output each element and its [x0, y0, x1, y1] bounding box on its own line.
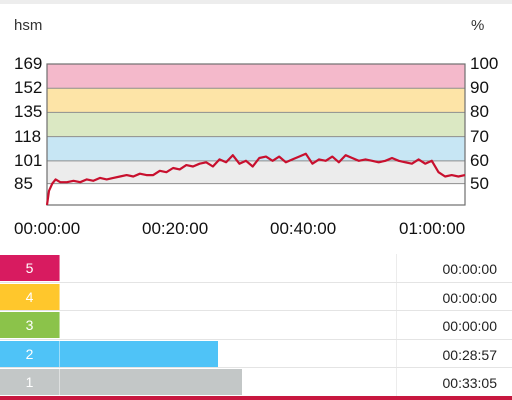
- zone-row-divider: [396, 254, 397, 282]
- zone-band-3: [47, 112, 465, 137]
- x-tick: 01:00:00: [399, 219, 466, 238]
- y-tick-right: 50: [470, 173, 489, 193]
- y-tick-left: 118: [14, 126, 42, 146]
- bottom-accent-bar: [0, 396, 512, 400]
- y-tick-left: 152: [14, 78, 43, 98]
- y-tick-left: 169: [14, 54, 43, 73]
- x-tick: 00:00:00: [14, 219, 81, 238]
- right-axis-unit: %: [471, 17, 485, 34]
- y-tick-left: 85: [14, 173, 33, 193]
- y-tick-left: 135: [14, 102, 43, 122]
- zone-band-1: [47, 160, 465, 184]
- left-axis-unit: hsm: [14, 17, 43, 34]
- row-separator: [0, 310, 512, 312]
- zone-row-5: 5 00:00:00: [0, 254, 512, 283]
- y-tick-right: 70: [470, 126, 489, 146]
- zone-row-divider: [396, 282, 397, 311]
- zone-time-label: 00:00:00: [442, 318, 498, 335]
- zone-number-badge: 5: [0, 255, 60, 281]
- heart-rate-chart: [45, 63, 466, 206]
- heart-rate-line: [45, 152, 466, 206]
- zone-row-divider: [396, 311, 397, 340]
- zone-band-5: [47, 64, 465, 89]
- zone-summary-list: 5 00:00:00 4 00:00:00 3 00:00:00 2 00:28:57 1 00:…: [0, 254, 512, 397]
- zone-row-4: 4 00:00:00: [0, 282, 512, 312]
- zone-time-label: 00:00:00: [442, 261, 498, 277]
- zone-time-label: 00:00:00: [442, 289, 498, 306]
- zone-band-4: [47, 88, 465, 113]
- x-tick: 00:20:00: [142, 219, 209, 238]
- zone-row-2: 2 00:28:57: [0, 339, 512, 369]
- x-tick: 00:40:00: [270, 219, 337, 238]
- zone-row-1: 1 00:33:05: [0, 368, 512, 397]
- y-tick-right: 90: [470, 78, 489, 98]
- zone-time-label: 00:28:57: [442, 346, 498, 363]
- row-separator: [0, 281, 512, 283]
- zone-number-badge: 1: [0, 369, 60, 396]
- zone-band-2: [47, 136, 465, 161]
- zone-row-3: 3 00:00:00: [0, 311, 512, 340]
- plot-frame: [46, 63, 466, 206]
- y-tick-right: 100: [470, 54, 499, 73]
- zone-time-label: 00:33:05: [442, 375, 498, 392]
- y-tick-right: 80: [470, 102, 489, 122]
- row-separator: [0, 367, 512, 369]
- zone-number-badge: 2: [0, 340, 60, 367]
- zone-number-badge: 3: [0, 312, 60, 339]
- y-tick-right: 60: [470, 150, 489, 170]
- row-separator: [0, 338, 512, 340]
- top-bar: [0, 0, 512, 4]
- zone-row-divider: [396, 339, 397, 368]
- y-tick-left: 101: [14, 150, 43, 170]
- zone-number-badge: 4: [0, 283, 60, 310]
- zone-row-divider: [396, 368, 397, 397]
